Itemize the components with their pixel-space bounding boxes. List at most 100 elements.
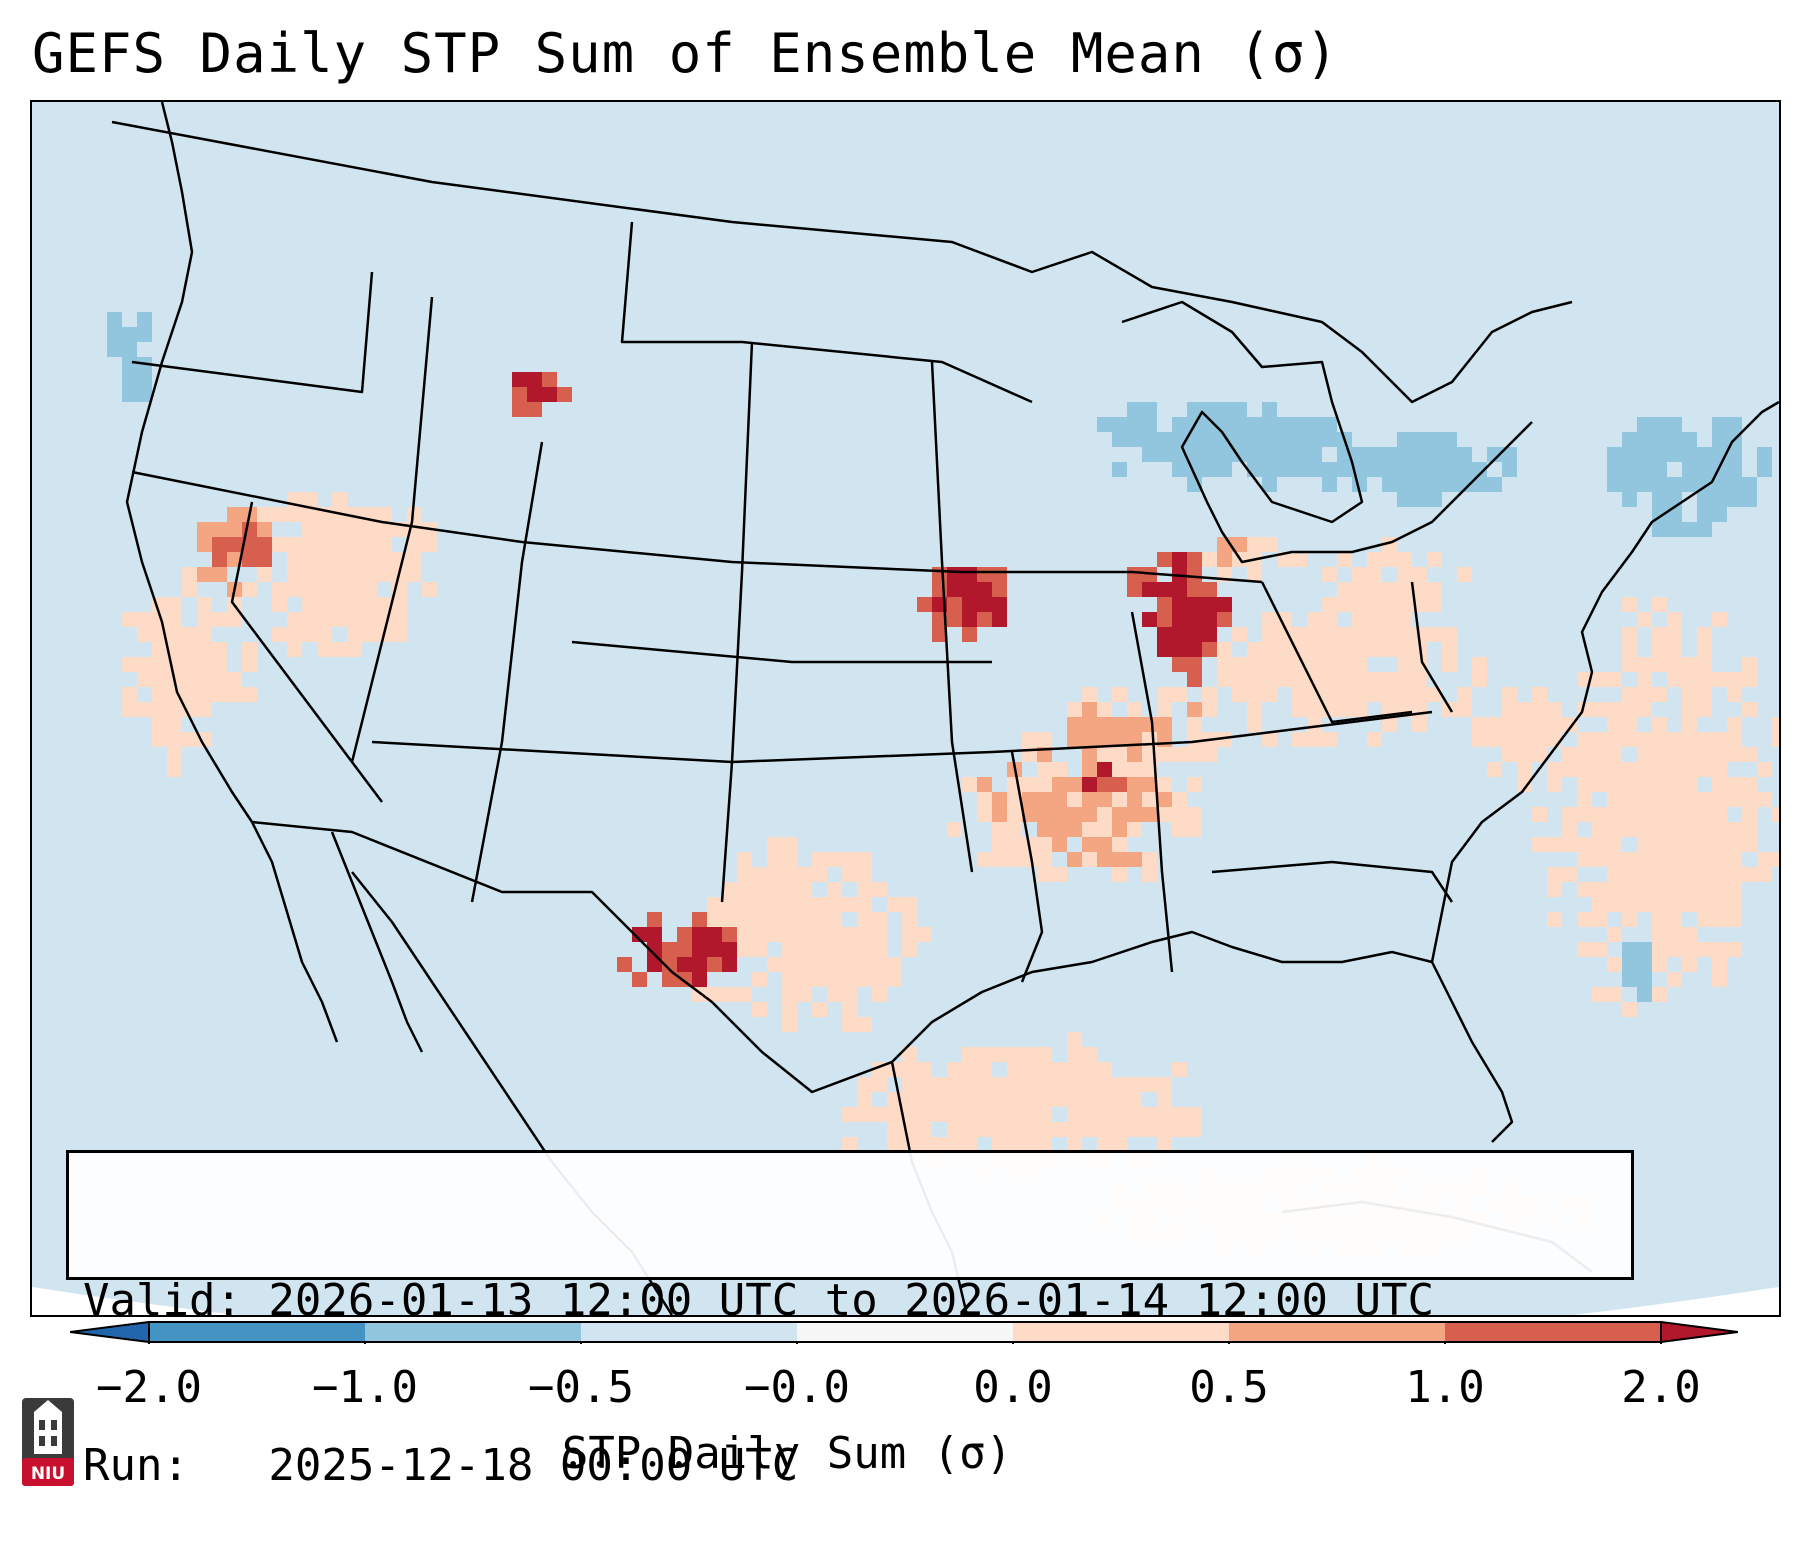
stp-cell xyxy=(1412,432,1427,447)
stp-cell xyxy=(257,507,272,522)
stp-cell xyxy=(527,387,542,402)
stp-cell xyxy=(1697,702,1712,717)
stp-cell xyxy=(812,912,827,927)
stp-cell xyxy=(1607,717,1622,732)
stp-cell xyxy=(962,597,977,612)
stp-cell xyxy=(1472,657,1487,672)
stp-cell xyxy=(1427,627,1442,642)
stp-cell xyxy=(1697,507,1712,522)
stp-cell xyxy=(1082,792,1097,807)
stp-cell xyxy=(1112,1107,1127,1122)
stp-cell xyxy=(1652,597,1667,612)
stp-cell xyxy=(902,942,917,957)
stp-cell xyxy=(1262,687,1277,702)
stp-cell xyxy=(1187,567,1202,582)
stp-cell xyxy=(1682,717,1697,732)
stp-cell xyxy=(1577,792,1592,807)
stp-cell xyxy=(167,747,182,762)
stp-cell xyxy=(707,942,722,957)
stp-cell xyxy=(1382,597,1397,612)
stp-cell xyxy=(887,897,902,912)
stp-cell xyxy=(932,627,947,642)
stp-cell xyxy=(872,957,887,972)
stp-cell xyxy=(1187,717,1202,732)
stp-cell xyxy=(122,387,137,402)
stp-cell xyxy=(1022,1047,1037,1062)
stp-cell xyxy=(197,597,212,612)
stp-cell xyxy=(737,927,752,942)
stp-cell xyxy=(1577,837,1592,852)
stp-cell xyxy=(317,582,332,597)
stp-cell xyxy=(1652,447,1667,462)
stp-cell xyxy=(1607,957,1622,972)
stp-cell xyxy=(1202,597,1217,612)
stp-cell xyxy=(167,687,182,702)
stp-cell xyxy=(1712,732,1727,747)
stp-cell xyxy=(362,567,377,582)
stp-cell xyxy=(872,1077,887,1092)
stp-cell xyxy=(1712,822,1727,837)
stp-cell xyxy=(1172,462,1187,477)
stp-cell xyxy=(1082,1047,1097,1062)
stp-cell xyxy=(1682,822,1697,837)
stp-cell xyxy=(1757,867,1772,882)
stp-cell xyxy=(662,942,677,957)
stp-cell xyxy=(1052,807,1067,822)
stp-cell xyxy=(1667,972,1682,987)
stp-cell xyxy=(1637,462,1652,477)
stp-cell xyxy=(1172,1062,1187,1077)
stp-cell xyxy=(1037,1047,1052,1062)
stp-cell xyxy=(1127,582,1142,597)
stp-cell xyxy=(1217,657,1232,672)
stp-cell xyxy=(1127,567,1142,582)
stp-cell xyxy=(857,912,872,927)
stp-cell xyxy=(812,957,827,972)
stp-cell xyxy=(1322,417,1337,432)
stp-cell xyxy=(1622,792,1637,807)
stp-cell xyxy=(872,912,887,927)
stp-cell xyxy=(1067,1137,1082,1152)
stp-cell xyxy=(782,1002,797,1017)
stp-cell xyxy=(1172,687,1187,702)
stp-cell xyxy=(1667,822,1682,837)
stp-cell xyxy=(1337,657,1352,672)
stp-cell xyxy=(1067,702,1082,717)
stp-cell xyxy=(167,702,182,717)
stp-cell xyxy=(977,792,992,807)
stp-cell xyxy=(1397,477,1412,492)
stp-cell xyxy=(1487,732,1502,747)
stp-cell xyxy=(737,882,752,897)
stp-cell xyxy=(1097,1137,1112,1152)
stp-cell xyxy=(872,882,887,897)
stp-cell xyxy=(1712,852,1727,867)
stp-cell xyxy=(1412,567,1427,582)
stp-cell xyxy=(1667,762,1682,777)
stp-cell xyxy=(827,897,842,912)
stp-cell xyxy=(977,1047,992,1062)
stp-cell xyxy=(947,1122,962,1137)
stp-cell xyxy=(1307,612,1322,627)
stp-cell xyxy=(1397,447,1412,462)
stp-cell xyxy=(1247,642,1262,657)
stp-cell xyxy=(782,837,797,852)
stp-cell xyxy=(1622,597,1637,612)
stp-cell xyxy=(1427,462,1442,477)
stp-cell xyxy=(1217,402,1232,417)
stp-cell xyxy=(1742,867,1757,882)
stp-cell xyxy=(182,582,197,597)
stp-cell xyxy=(1457,687,1472,702)
stp-cell xyxy=(1757,447,1772,462)
stp-cell xyxy=(842,897,857,912)
baja xyxy=(330,831,424,1053)
stp-cell xyxy=(1247,717,1262,732)
stp-cell xyxy=(1112,1122,1127,1137)
stp-cell xyxy=(1487,717,1502,732)
stp-cell xyxy=(752,882,767,897)
stp-cell xyxy=(1307,417,1322,432)
stp-cell xyxy=(1097,1122,1112,1137)
stp-cell xyxy=(752,912,767,927)
stp-cell xyxy=(137,327,152,342)
stp-cell xyxy=(1652,897,1667,912)
stp-cell xyxy=(947,1062,962,1077)
stp-cell xyxy=(1337,462,1352,477)
